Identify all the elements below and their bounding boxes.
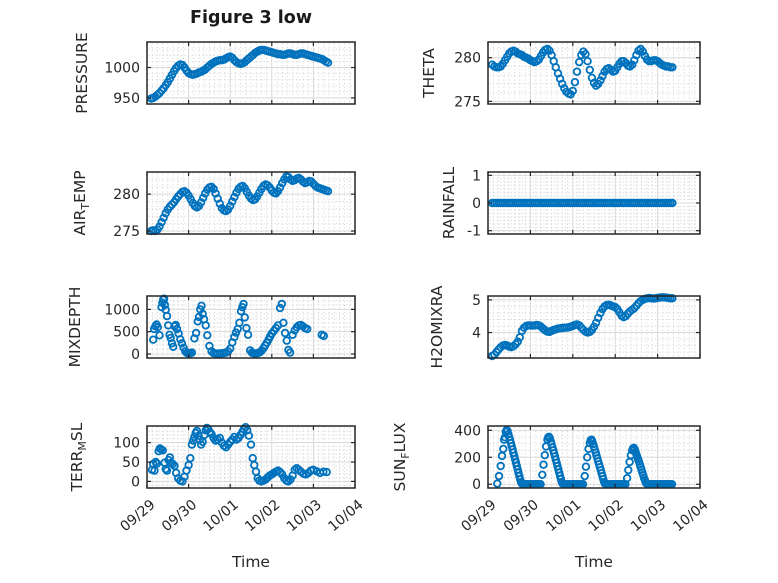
y-axis-label-terr-msl: TERRMSL [68,422,90,492]
y-tick-label: -1 [467,224,481,240]
subplot-theta: 275 280 [454,41,701,110]
y-tick-label: 1000 [104,302,140,318]
subplot-rainfall: -1 0 1 [467,168,701,240]
y-tick-label: 5 [472,293,481,309]
y-tick-label: 200 [454,450,481,466]
y-tick-label: 4 [472,326,481,342]
x-tick-label: 10/01 [201,497,242,535]
tick-marks [146,296,356,358]
y-tick-label: 1 [472,168,481,184]
y-tick-label: 275 [113,224,140,240]
x-tick-label: 09/30 [501,497,542,535]
x-axis-label-right: Time [575,553,613,571]
axes-box [146,41,356,105]
tick-marks [146,426,356,488]
subplot-air-temp: 275 280 [113,171,356,240]
x-tick-label: 10/02 [586,497,627,535]
x-tick-label: 10/02 [242,497,283,535]
tick-marks [487,42,701,104]
subplot-pressure: 950 1000 [104,41,356,107]
subplot-mixdepth: 0 500 1000 [104,294,356,363]
axes-box [146,295,356,359]
y-tick-label: 0 [131,474,140,490]
y-tick-label: 50 [122,455,140,471]
y-tick-label: 0 [472,477,481,493]
x-tick-label: 10/04 [670,497,711,535]
y-tick-label: 280 [454,51,481,67]
y-tick-label: 100 [113,436,140,452]
y-tick-label: 1000 [104,61,140,77]
x-tick-label: 09/30 [159,497,200,535]
x-axis-label-left: Time [232,553,270,571]
data-markers [488,44,677,99]
axes-box [146,425,356,489]
y-tick-label: 0 [131,347,140,363]
y-tick-label: 400 [454,423,481,439]
x-tick-label: 10/04 [325,497,366,535]
tick-marks [146,172,356,234]
subplot-h2omixra: 45 [472,293,701,361]
y-axis-label-h2omixra: H2OMIXRA [428,285,446,369]
y-axis-label-theta: THETA [420,48,438,98]
axes-box [487,41,701,105]
tick-marks [146,42,356,104]
subplot-sun-flux: 0 200 400 09/29 09/30 10/01 10/02 10/03 10/04 [454,423,711,535]
data-markers [488,293,677,361]
data-markers [148,294,328,358]
axes-box [146,171,356,235]
figure-title: Figure 3 low [190,8,312,28]
data-markers [488,198,677,208]
tick-marks [487,172,701,234]
axes-box [487,295,701,359]
x-tick-label: 10/03 [284,497,325,535]
data-markers [147,423,331,486]
x-tick-label: 10/01 [543,497,584,535]
x-tick-label: 09/29 [117,497,158,535]
data-markers [146,45,333,103]
data-markers [146,172,333,236]
subplot-terr-msl: 0 50 100 09/29 09/30 10/01 10/02 10/03 10/04 [113,423,367,535]
y-axis-label-sun-flux: SUNFLUX [391,422,413,492]
y-tick-label: 500 [113,325,140,341]
y-tick-label: 275 [454,94,481,110]
x-tick-label: 10/03 [628,497,669,535]
y-tick-label: 0 [472,196,481,212]
minor-grid [148,43,354,103]
y-tick-label: 280 [113,187,140,203]
tick-marks [487,296,701,358]
y-tick-label: 950 [113,91,140,107]
x-tick-label: 09/29 [458,497,499,535]
tick-marks [487,426,701,488]
